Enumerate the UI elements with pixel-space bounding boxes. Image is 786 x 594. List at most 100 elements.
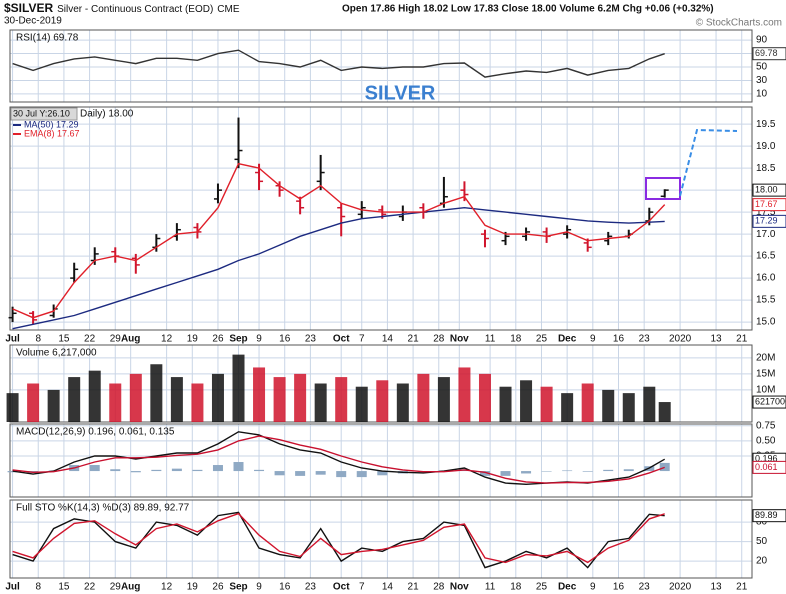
panel-title: Daily) 18.00 (80, 109, 134, 120)
y-tick-label: 15M (756, 369, 775, 380)
x-tick-label: Jul (5, 582, 20, 593)
x-tick-label: 14 (382, 334, 394, 345)
y-tick-label: 90 (756, 35, 768, 46)
histogram-bar (151, 469, 162, 472)
x-tick-label: 11 (485, 334, 496, 345)
histogram-bar (356, 471, 367, 478)
x-tick-label: Dec (558, 334, 577, 345)
x-tick-label: 19 (187, 334, 199, 345)
x-tick-label: 23 (305, 582, 317, 593)
panel-frame (9, 499, 753, 579)
y-tick-label: 80 (756, 517, 768, 528)
end-label-box (752, 395, 786, 409)
histogram-bar (274, 471, 285, 476)
x-tick-label: Sep (229, 334, 247, 345)
histogram-bar (659, 462, 670, 472)
volume-bar (417, 373, 430, 422)
histogram-bar (541, 471, 552, 472)
x-tick-label: 21 (408, 334, 420, 345)
histogram-bar (110, 469, 121, 472)
x-tick-label: 9 (590, 582, 596, 593)
volume-bar (396, 383, 409, 422)
y-tick-label: 20M (756, 352, 775, 363)
histogram-bar (562, 470, 573, 472)
histogram-bar (171, 468, 182, 472)
panel-background (10, 30, 752, 102)
volume-bar (150, 364, 163, 422)
histogram-bar (192, 469, 203, 472)
series-line (12, 206, 665, 330)
end-label-box (752, 47, 786, 61)
volume-bar (68, 377, 81, 422)
histogram-bar (377, 471, 388, 476)
histogram-bar (336, 471, 347, 478)
x-tick-label: 25 (536, 334, 548, 345)
instrument-name: Silver - Continuous Contract (EOD) (57, 4, 213, 15)
x-tick-label: 9 (590, 334, 596, 345)
x-tick-label: Jul (5, 334, 20, 345)
end-label-box (752, 460, 786, 474)
y-tick-label: 17.0 (756, 229, 776, 240)
volume-bar (27, 383, 40, 422)
histogram-bar (295, 471, 306, 476)
tooltip-box (10, 107, 78, 121)
annotation: SILVER (365, 82, 436, 104)
y-tick-label: 19.0 (756, 141, 776, 152)
volume-bar (170, 377, 183, 422)
volume-bar (294, 373, 307, 422)
exchange: CME (217, 4, 240, 15)
x-tick-label: 25 (536, 582, 548, 593)
volume-bar (581, 383, 594, 422)
volume-bar (478, 373, 491, 422)
panel-frame (9, 29, 753, 103)
x-tick-label: 14 (382, 582, 394, 593)
volume-bar (191, 383, 204, 422)
volume-bar (211, 373, 224, 422)
volume-bar (253, 367, 266, 422)
y-tick-label: 0.75 (756, 420, 776, 431)
volume-bar (273, 377, 286, 422)
symbol: $SILVER (4, 1, 53, 15)
x-tick-label: 29 (110, 582, 122, 593)
y-tick-label: 17.5 (756, 207, 776, 218)
x-tick-label: Dec (558, 582, 577, 593)
x-tick-label: Oct (333, 334, 350, 345)
histogram-bar (479, 471, 490, 476)
histogram-bar (603, 469, 614, 472)
end-label: 17.29 (755, 216, 778, 226)
histogram-bar (623, 469, 634, 472)
x-tick-label: Aug (121, 334, 140, 345)
x-tick-label: 15 (58, 582, 70, 593)
volume-bar (520, 380, 533, 422)
histogram-bar (233, 462, 244, 472)
volume-bar (376, 380, 389, 422)
series-line (12, 49, 665, 78)
y-tick-label: 10M (756, 385, 775, 396)
histogram-bar (315, 471, 326, 475)
x-tick-label: 18 (510, 334, 522, 345)
panel: 80 50 20 Full STO %K(14,3) %D(3) 89.89, 92.… (9, 499, 786, 579)
y-tick-label: 15.5 (756, 295, 776, 306)
highlight-box (645, 177, 681, 200)
x-tick-label: 23 (639, 334, 651, 345)
x-tick-label: 7 (359, 582, 365, 593)
series-line (12, 512, 665, 564)
volume-bar (437, 377, 450, 422)
x-tick-label: 7 (359, 334, 365, 345)
x-tick-label: 21 (736, 582, 748, 593)
panel-title: Volume 6,217,000 (16, 348, 97, 359)
panel-frame (9, 106, 753, 331)
x-tick-label: Aug (121, 582, 140, 593)
y-tick-label: 19.5 (756, 119, 776, 130)
panel-title: MACD(12,26,9) 0.196, 0.061, 0.135 (16, 427, 175, 438)
series-line (12, 511, 665, 569)
histogram-bar (521, 471, 532, 474)
volume-bar (335, 377, 348, 422)
volume-bar (561, 393, 574, 422)
x-tick-label: Nov (450, 334, 469, 345)
x-tick-label: Oct (333, 582, 350, 593)
